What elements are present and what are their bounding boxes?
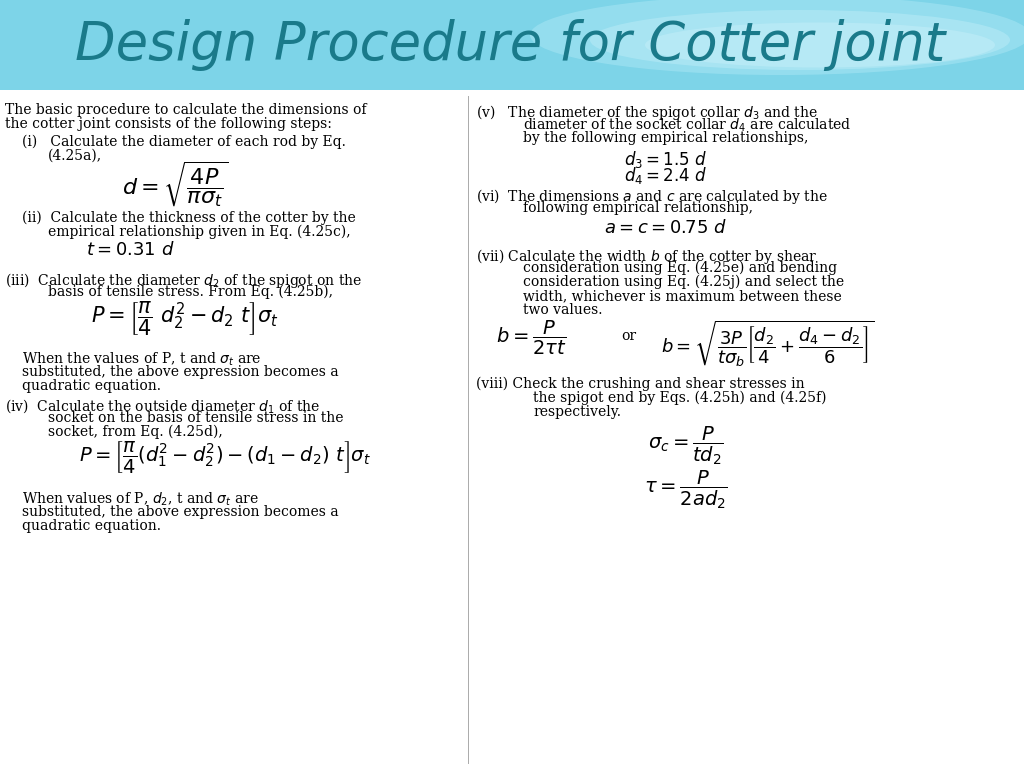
Text: (vii) Calculate the width $b$ of the cotter by shear: (vii) Calculate the width $b$ of the cot… — [476, 247, 817, 266]
FancyBboxPatch shape — [0, 0, 1024, 90]
Text: two values.: two values. — [523, 303, 602, 317]
Text: $\tau = \dfrac{P}{2ad_2}$: $\tau = \dfrac{P}{2ad_2}$ — [644, 469, 728, 511]
Text: (i)   Calculate the diameter of each rod by Eq.: (i) Calculate the diameter of each rod b… — [22, 135, 346, 150]
Text: $\sigma_c = \dfrac{P}{td_2}$: $\sigma_c = \dfrac{P}{td_2}$ — [648, 425, 724, 468]
Text: (iii)  Calculate the diameter $d_2$ of the spigot on the: (iii) Calculate the diameter $d_2$ of th… — [5, 271, 362, 290]
Text: basis of tensile stress. From Eq. (4.25b),: basis of tensile stress. From Eq. (4.25b… — [48, 285, 333, 300]
Text: (v)   The diameter of the spigot collar $d_3$ and the: (v) The diameter of the spigot collar $d… — [476, 103, 818, 122]
Text: (vi)  The dimensions $a$ and $c$ are calculated by the: (vi) The dimensions $a$ and $c$ are calc… — [476, 187, 828, 206]
FancyBboxPatch shape — [0, 90, 1024, 768]
Text: $d = \sqrt{\dfrac{4P}{\pi\sigma_t}}$: $d = \sqrt{\dfrac{4P}{\pi\sigma_t}}$ — [122, 159, 228, 209]
Text: socket on the basis of tensile stress in the: socket on the basis of tensile stress in… — [48, 411, 343, 425]
Ellipse shape — [590, 10, 1010, 70]
Text: $d_3 = 1.5\ d$: $d_3 = 1.5\ d$ — [625, 149, 708, 170]
Text: The basic procedure to calculate the dimensions of: The basic procedure to calculate the dim… — [5, 103, 367, 117]
Ellipse shape — [530, 0, 1024, 75]
Ellipse shape — [645, 22, 995, 68]
Text: $t = 0.31\ d$: $t = 0.31\ d$ — [86, 241, 174, 259]
Text: or: or — [621, 329, 636, 343]
Text: substituted, the above expression becomes a: substituted, the above expression become… — [22, 365, 339, 379]
Text: the cotter joint consists of the following steps:: the cotter joint consists of the followi… — [5, 117, 332, 131]
Text: (4.25a),: (4.25a), — [48, 149, 102, 163]
Text: (ii)  Calculate the thickness of the cotter by the: (ii) Calculate the thickness of the cott… — [22, 211, 355, 225]
Text: $b = \dfrac{P}{2\tau t}$: $b = \dfrac{P}{2\tau t}$ — [496, 319, 566, 357]
Text: When values of P, $d_2$, t and $\sigma_t$ are: When values of P, $d_2$, t and $\sigma_t… — [22, 491, 259, 508]
Text: socket, from Eq. (4.25d),: socket, from Eq. (4.25d), — [48, 425, 223, 439]
Text: by the following empirical relationships,: by the following empirical relationships… — [523, 131, 808, 145]
Text: empirical relationship given in Eq. (4.25c),: empirical relationship given in Eq. (4.2… — [48, 225, 350, 240]
Text: $b = \sqrt{\dfrac{3P}{t\sigma_b}\left[\dfrac{d_2}{4} + \dfrac{d_4 - d_2}{6}\righ: $b = \sqrt{\dfrac{3P}{t\sigma_b}\left[\d… — [662, 319, 874, 369]
Text: $P = \left[\dfrac{\pi}{4}\ d_2^2 - d_2\ t\right]\sigma_t$: $P = \left[\dfrac{\pi}{4}\ d_2^2 - d_2\ … — [91, 299, 279, 337]
Text: When the values of P, t and $\sigma_t$ are: When the values of P, t and $\sigma_t$ a… — [22, 351, 261, 369]
Text: diameter of the socket collar $d_4$ are calculated: diameter of the socket collar $d_4$ are … — [523, 117, 852, 134]
Text: respectively.: respectively. — [534, 405, 621, 419]
Text: quadratic equation.: quadratic equation. — [22, 379, 161, 393]
Text: quadratic equation.: quadratic equation. — [22, 519, 161, 533]
Text: $a = c = 0.75\ d$: $a = c = 0.75\ d$ — [604, 219, 728, 237]
Text: (viii) Check the crushing and shear stresses in: (viii) Check the crushing and shear stre… — [476, 377, 805, 392]
Text: (iv)  Calculate the outside diameter $d_1$ of the: (iv) Calculate the outside diameter $d_1… — [5, 397, 321, 415]
Text: $d_4 = 2.4\ d$: $d_4 = 2.4\ d$ — [625, 165, 708, 186]
Text: width, whichever is maximum between these: width, whichever is maximum between thes… — [523, 289, 842, 303]
Text: $P = \left[\dfrac{\pi}{4}(d_1^2 - d_2^2) - (d_1 - d_2)\ t\right]\sigma_t$: $P = \left[\dfrac{\pi}{4}(d_1^2 - d_2^2)… — [79, 439, 371, 475]
Text: the spigot end by Eqs. (4.25h) and (4.25f): the spigot end by Eqs. (4.25h) and (4.25… — [534, 391, 826, 406]
Text: consideration using Eq. (4.25e) and bending: consideration using Eq. (4.25e) and bend… — [523, 261, 838, 276]
Text: Design Procedure for Cotter joint: Design Procedure for Cotter joint — [75, 19, 945, 71]
Text: following empirical relationship,: following empirical relationship, — [523, 201, 753, 215]
Text: substituted, the above expression becomes a: substituted, the above expression become… — [22, 505, 339, 519]
Text: consideration using Eq. (4.25j) and select the: consideration using Eq. (4.25j) and sele… — [523, 275, 844, 290]
